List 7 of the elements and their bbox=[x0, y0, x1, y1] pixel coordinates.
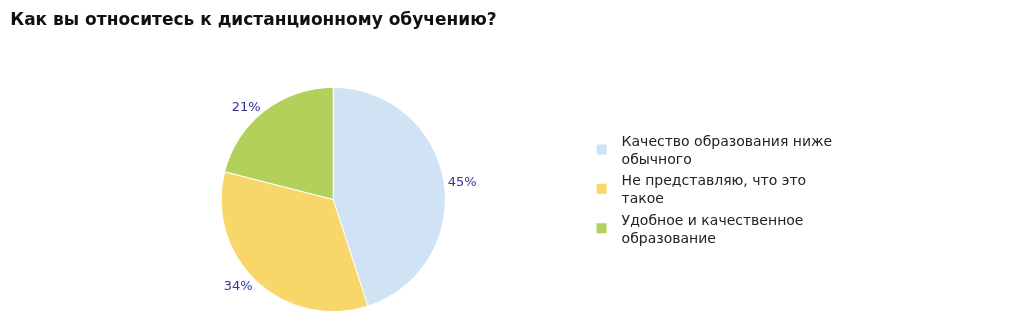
legend-label: Качество образования ниже обычного bbox=[621, 132, 833, 168]
data-label: 45% bbox=[447, 174, 477, 190]
legend-label: Удобное и качественное образование bbox=[621, 211, 804, 246]
data-label: 21% bbox=[231, 98, 261, 114]
chart-title: Как вы относитесь к дистанционному обучению? bbox=[10, 8, 497, 29]
data-label: 34% bbox=[223, 277, 253, 293]
legend-label: Не представляю, что это такое bbox=[621, 172, 807, 207]
